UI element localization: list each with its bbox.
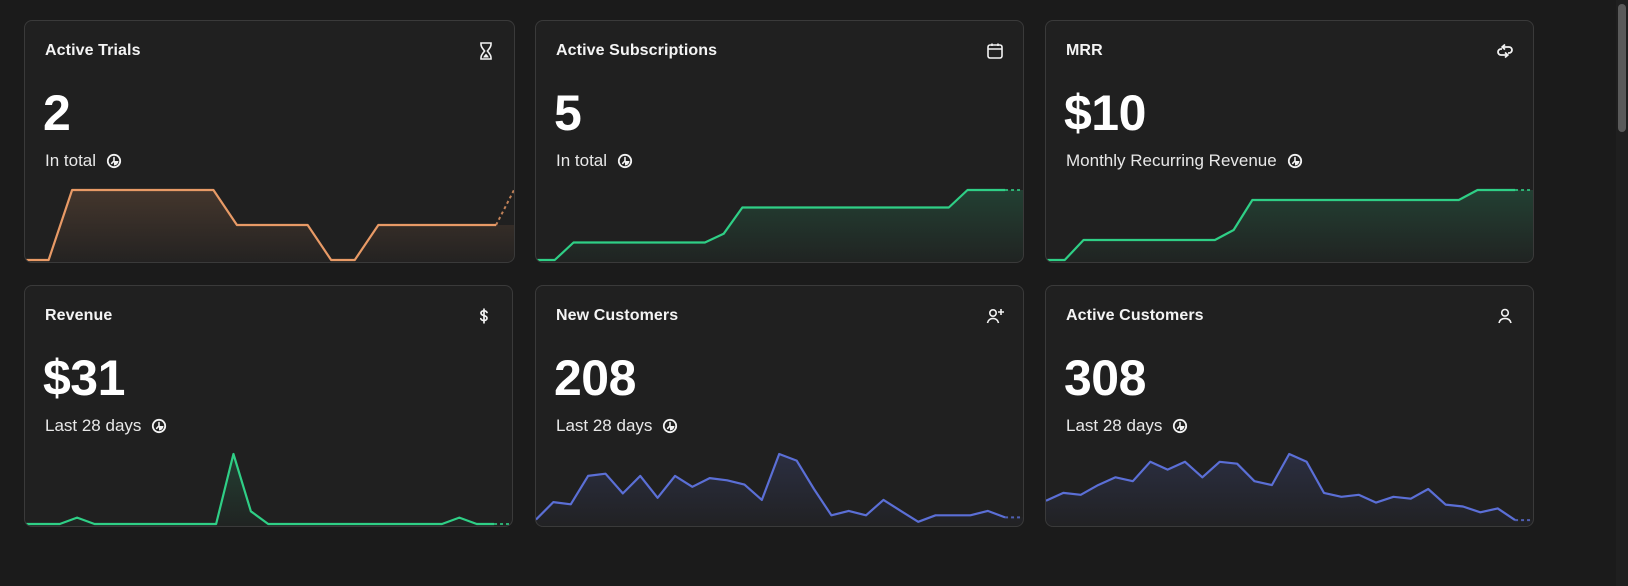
- subtitle-text: Last 28 days: [556, 416, 653, 435]
- scrollbar-thumb[interactable]: [1618, 4, 1626, 132]
- card-active-customers[interactable]: Active Customers 308 Last 28 days: [1045, 285, 1534, 527]
- card-subtitle: Last 28 days: [556, 416, 678, 436]
- card-value: 2: [43, 85, 71, 141]
- sparkline-area: [25, 454, 512, 526]
- sparkline-chart: [25, 188, 514, 262]
- card-title: MRR: [1066, 42, 1103, 59]
- card-mrr[interactable]: MRR $10 Monthly Recurring Revenue: [1045, 20, 1534, 263]
- subtitle-text: Last 28 days: [1066, 416, 1163, 435]
- sparkline-chart: [1046, 188, 1533, 262]
- card-value: 308: [1064, 350, 1146, 406]
- sparkline-chart: [536, 188, 1023, 262]
- sparkline-area: [536, 454, 1023, 526]
- card-value: $31: [43, 350, 125, 406]
- sparkline-area: [1046, 454, 1533, 526]
- subtitle-text: In total: [556, 151, 608, 170]
- sparkline-line: [536, 188, 1006, 262]
- card-subtitle: In total: [45, 151, 122, 171]
- subtitle-text: Monthly Recurring Revenue: [1066, 151, 1277, 170]
- card-value: 208: [554, 350, 636, 406]
- sparkline-forecast: [495, 189, 514, 226]
- sparkline-area: [536, 190, 1023, 262]
- sparkline-line: [1046, 188, 1516, 262]
- card-value: $10: [1064, 85, 1146, 141]
- sparkline-chart: [536, 452, 1023, 526]
- sparkline-line: [1046, 452, 1516, 522]
- clock-info-icon[interactable]: [1287, 153, 1303, 169]
- recurring-icon: [1495, 41, 1515, 61]
- sparkline-line: [25, 188, 497, 262]
- card-active-trials[interactable]: Active Trials 2 In total: [24, 20, 515, 263]
- card-subtitle: Last 28 days: [1066, 416, 1188, 436]
- card-title: Active Trials: [45, 42, 141, 59]
- card-title: New Customers: [556, 307, 679, 324]
- card-active-subscriptions[interactable]: Active Subscriptions 5 In total: [535, 20, 1024, 263]
- subtitle-text: In total: [45, 151, 97, 170]
- card-revenue[interactable]: Revenue $31 Last 28 days: [24, 285, 513, 527]
- card-subtitle: Monthly Recurring Revenue: [1066, 151, 1303, 171]
- sparkline-chart: [1046, 452, 1533, 526]
- clock-info-icon[interactable]: [1172, 418, 1188, 434]
- clock-info-icon[interactable]: [106, 153, 122, 169]
- subtitle-text: Last 28 days: [45, 416, 142, 435]
- card-title: Revenue: [45, 307, 113, 324]
- hourglass-icon: [476, 41, 496, 61]
- calendar-icon: [985, 41, 1005, 61]
- user-icon: [1495, 306, 1515, 326]
- card-title: Active Subscriptions: [556, 42, 718, 59]
- sparkline-chart: [25, 452, 512, 526]
- sparkline-line: [25, 452, 495, 526]
- user-plus-icon: [985, 306, 1005, 326]
- card-title: Active Customers: [1066, 307, 1204, 324]
- sparkline-area: [1046, 190, 1533, 262]
- card-subtitle: In total: [556, 151, 633, 171]
- dollar-icon: [474, 306, 494, 326]
- clock-info-icon[interactable]: [662, 418, 678, 434]
- card-new-customers[interactable]: New Customers 208 Last 28 days: [535, 285, 1024, 527]
- clock-info-icon[interactable]: [151, 418, 167, 434]
- clock-info-icon[interactable]: [617, 153, 633, 169]
- card-subtitle: Last 28 days: [45, 416, 167, 436]
- sparkline-line: [536, 452, 1006, 523]
- scrollbar[interactable]: [1616, 0, 1628, 586]
- card-value: 5: [554, 85, 582, 141]
